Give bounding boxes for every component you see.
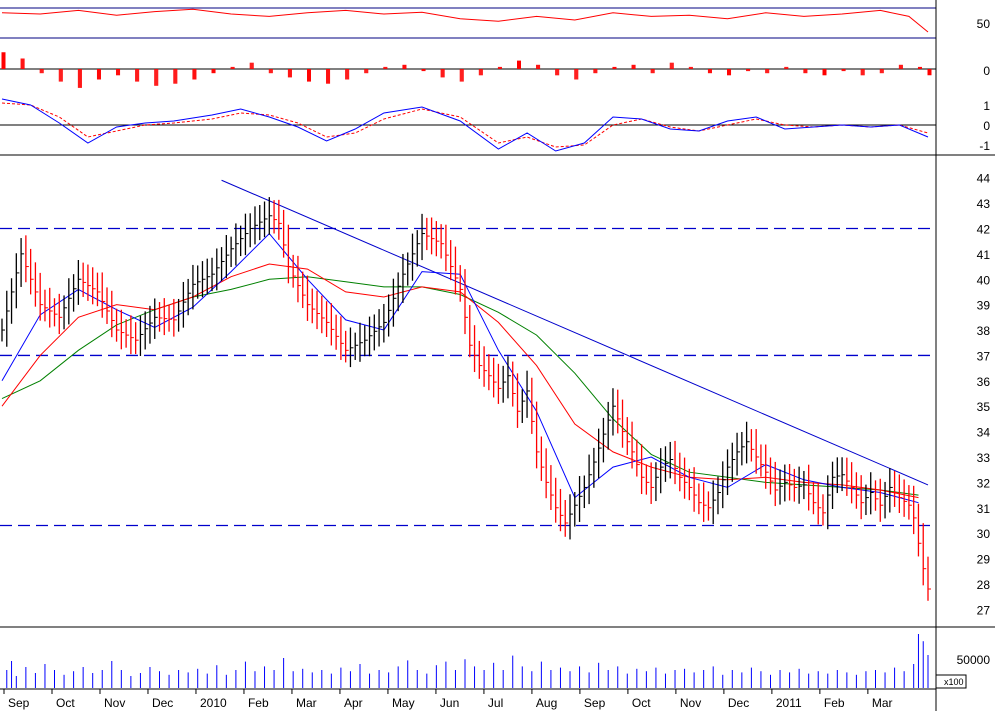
- price-tick-label: 27: [977, 603, 991, 617]
- x-axis-tick-label: Jul: [488, 696, 503, 710]
- price-tick-label: 28: [977, 578, 991, 592]
- x-axis-tick-label: 2011: [776, 696, 802, 710]
- x-axis-tick-label: Sep: [584, 696, 606, 710]
- volume-panel: [6, 634, 929, 688]
- volume-unit-label: x100: [944, 677, 964, 687]
- indicator-panels: [0, 7, 936, 152]
- x-axis-tick-label: 2010: [200, 696, 227, 710]
- price-tick-label: 32: [977, 476, 991, 490]
- downtrend-line: [221, 179, 929, 486]
- price-tick-label: 38: [977, 324, 991, 338]
- price-tick-label: 35: [977, 400, 991, 414]
- x-axis-tick-label: Dec: [152, 696, 173, 710]
- rsi-series-line: [1, 8, 929, 33]
- x-axis-tick-label: Nov: [104, 696, 125, 710]
- price-tick-label: 41: [977, 248, 991, 262]
- histogram-tick-label: 0: [983, 64, 990, 78]
- volume-tick-label: 50000: [957, 653, 991, 667]
- x-axis-tick-label: Mar: [872, 696, 893, 710]
- macd-line: [1, 98, 929, 152]
- price-tick-label: 31: [977, 502, 991, 516]
- x-axis-tick-label: Apr: [344, 696, 363, 710]
- macd-signal-line: [1, 102, 929, 148]
- price-tick-label: 43: [977, 197, 991, 211]
- price-tick-label: 34: [977, 426, 991, 440]
- x-axis-tick-label: Oct: [56, 696, 75, 710]
- price-tick-label: 33: [977, 451, 991, 465]
- x-axis-tick-label: Dec: [728, 696, 749, 710]
- x-axis-tick-label: Mar: [296, 696, 317, 710]
- price-tick-label: 36: [977, 375, 991, 389]
- x-axis-tick-label: Oct: [632, 696, 651, 710]
- price-tick-label: 44: [977, 172, 991, 186]
- x-axis-tick-label: Feb: [824, 696, 845, 710]
- x-axis-tick-label: Nov: [680, 696, 701, 710]
- x-axis-tick-label: Sep: [8, 696, 30, 710]
- price-tick-label: 29: [977, 553, 991, 567]
- x-axis-tick-label: May: [392, 696, 415, 710]
- x-axis-tick-label: Aug: [536, 696, 557, 710]
- price-tick-label: 40: [977, 273, 991, 287]
- price-panel: [0, 179, 936, 601]
- x-axis-tick-label: Jun: [440, 696, 459, 710]
- price-tick-label: 30: [977, 527, 991, 541]
- price-tick-label: 39: [977, 299, 991, 313]
- macd-tick-label: 0: [983, 119, 990, 133]
- price-tick-label: 42: [977, 222, 991, 236]
- macd-tick-label: 1: [983, 99, 990, 113]
- price-tick-label: 37: [977, 349, 991, 363]
- rsi-tick-label: 50: [977, 17, 991, 31]
- x-axis-tick-label: Feb: [248, 696, 269, 710]
- macd-tick-label: -1: [979, 139, 990, 153]
